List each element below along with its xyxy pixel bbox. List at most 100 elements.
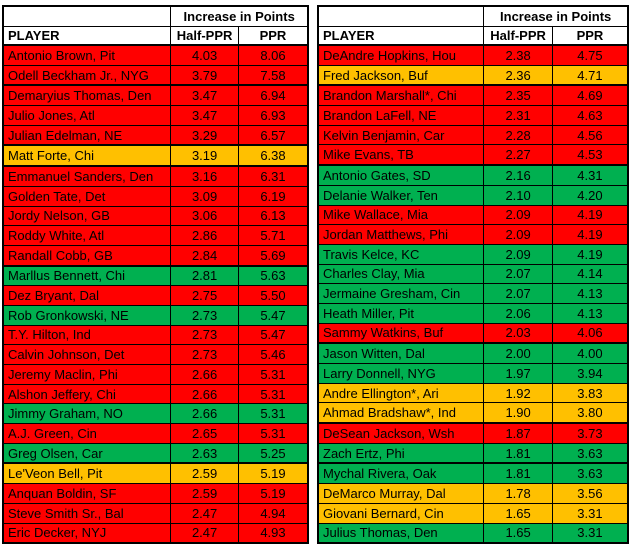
table-row: Steve Smith Sr., Bal 2.47 4.94 — [2, 502, 309, 524]
player-name-cell: Sammy Watkins, Buf — [317, 322, 485, 344]
half-ppr-value-cell: 2.47 — [170, 502, 239, 524]
half-ppr-value-cell: 2.28 — [483, 124, 553, 146]
ppr-value-cell: 4.94 — [237, 502, 309, 524]
player-name-cell: Fred Jackson, Buf — [317, 64, 485, 86]
ppr-value-cell: 5.31 — [237, 423, 309, 444]
table-row: Jason Witten, Dal 2.00 4.00 — [317, 342, 629, 365]
half-ppr-value-cell: 1.81 — [483, 462, 553, 485]
ppr-value-cell: 4.93 — [237, 522, 309, 544]
player-name-cell: Mychal Rivera, Oak — [317, 462, 485, 485]
half-ppr-value-cell: 2.09 — [483, 224, 553, 245]
table-row: Andre Ellington*, Ari 1.92 3.83 — [317, 382, 629, 404]
player-name-cell: DeMarco Murray, Dal — [317, 483, 485, 504]
table-row: Demaryius Thomas, Den 3.47 6.94 — [2, 84, 309, 107]
right-tier-table: Increase in Points PLAYER Half-PPR PPR D… — [317, 5, 629, 544]
player-name-cell: Emmanuel Sanders, Den — [2, 165, 172, 187]
table-row: Odell Beckham Jr., NYG 3.79 7.58 — [2, 64, 309, 86]
table-row: Rob Gronkowski, NE 2.73 5.47 — [2, 304, 309, 326]
half-ppr-value-cell: 2.65 — [170, 423, 239, 444]
half-ppr-value-cell: 3.47 — [170, 105, 239, 126]
player-name-cell: Jordy Nelson, GB — [2, 205, 172, 227]
player-name-cell: Demaryius Thomas, Den — [2, 84, 172, 107]
half-ppr-value-cell: 2.31 — [483, 105, 553, 126]
player-name-cell: Brandon LaFell, NE — [317, 105, 485, 126]
right-table-header: Increase in Points PLAYER Half-PPR PPR — [317, 5, 629, 46]
player-name-cell: Alshon Jeffery, Chi — [2, 383, 172, 405]
ppr-value-cell: 3.73 — [551, 422, 629, 444]
half-ppr-value-cell: 1.65 — [483, 502, 553, 524]
table-row: Antonio Gates, SD 2.16 4.31 — [317, 164, 629, 186]
half-ppr-value-cell: 2.66 — [170, 383, 239, 405]
table-row: Calvin Johnson, Det 2.73 5.46 — [2, 344, 309, 365]
player-name-cell: Zach Ertz, Phi — [317, 442, 485, 464]
table-row: Dez Bryant, Dal 2.75 5.50 — [2, 285, 309, 306]
half-ppr-value-cell: 1.90 — [483, 402, 553, 424]
table-row: Greg Olsen, Car 2.63 5.25 — [2, 442, 309, 464]
table-row: Giovani Bernard, Cin 1.65 3.31 — [317, 502, 629, 524]
left-table-header: Increase in Points PLAYER Half-PPR PPR — [2, 5, 309, 46]
player-name-cell: Matt Forte, Chi — [2, 144, 172, 167]
half-ppr-value-cell: 2.75 — [170, 285, 239, 306]
increase-in-points-header: Increase in Points — [170, 5, 309, 27]
ppr-value-cell: 6.31 — [237, 165, 309, 187]
player-name-cell: Jason Witten, Dal — [317, 342, 485, 365]
half-ppr-value-cell: 2.47 — [170, 522, 239, 544]
half-ppr-value-cell: 2.66 — [170, 364, 239, 385]
table-row: Sammy Watkins, Buf 2.03 4.06 — [317, 322, 629, 344]
half-ppr-value-cell: 2.59 — [170, 483, 239, 504]
player-name-cell: Antonio Brown, Pit — [2, 44, 172, 66]
table-row: Mike Wallace, Mia 2.09 4.19 — [317, 204, 629, 226]
table-row: Jordan Matthews, Phi 2.09 4.19 — [317, 224, 629, 245]
player-name-cell: Jimmy Graham, NO — [2, 403, 172, 425]
player-name-cell: Steve Smith Sr., Bal — [2, 502, 172, 524]
half-ppr-value-cell: 3.29 — [170, 124, 239, 146]
table-row: Brandon LaFell, NE 2.31 4.63 — [317, 105, 629, 126]
table-row: DeMarco Murray, Dal 1.78 3.56 — [317, 483, 629, 504]
half-ppr-value-cell: 2.73 — [170, 344, 239, 365]
table-row: Alshon Jeffery, Chi 2.66 5.31 — [2, 383, 309, 405]
half-ppr-value-cell: 2.09 — [483, 204, 553, 226]
ppr-value-cell: 3.31 — [551, 502, 629, 524]
ppr-value-cell: 4.20 — [551, 184, 629, 206]
ppr-value-cell: 5.46 — [237, 344, 309, 365]
table-row: Kelvin Benjamin, Car 2.28 4.56 — [317, 124, 629, 146]
player-name-cell: Greg Olsen, Car — [2, 442, 172, 464]
ppr-value-cell: 6.19 — [237, 185, 309, 207]
table-row: A.J. Green, Cin 2.65 5.31 — [2, 423, 309, 444]
table-row: Zach Ertz, Phi 1.81 3.63 — [317, 442, 629, 464]
half-ppr-value-cell: 2.81 — [170, 265, 239, 287]
ppr-value-cell: 5.25 — [237, 442, 309, 464]
ppr-value-cell: 5.31 — [237, 383, 309, 405]
table-row: Marllus Bennett, Chi 2.81 5.63 — [2, 265, 309, 287]
player-name-cell: Heath Miller, Pit — [317, 302, 485, 324]
half-ppr-value-cell: 1.92 — [483, 382, 553, 404]
player-name-cell: Julian Edelman, NE — [2, 124, 172, 146]
player-name-cell: Julio Jones, Atl — [2, 105, 172, 126]
table-row: T.Y. Hilton, Ind 2.73 5.47 — [2, 324, 309, 346]
ppr-value-cell: 6.38 — [237, 144, 309, 167]
left-table-body: Antonio Brown, Pit 4.03 8.06 Odell Beckham … — [2, 44, 309, 544]
player-name-cell: Delanie Walker, Ten — [317, 184, 485, 206]
ppr-value-cell: 4.13 — [551, 302, 629, 324]
half-ppr-value-cell: 3.16 — [170, 165, 239, 187]
half-ppr-value-cell: 3.09 — [170, 185, 239, 207]
table-row: Jermaine Gresham, Cin 2.07 4.13 — [317, 283, 629, 304]
player-name-cell: Jordan Matthews, Phi — [317, 224, 485, 245]
table-row: Eric Decker, NYJ 2.47 4.93 — [2, 522, 309, 544]
table-row: Jimmy Graham, NO 2.66 5.31 — [2, 403, 309, 425]
half-ppr-value-cell: 3.79 — [170, 64, 239, 86]
half-ppr-value-cell: 1.78 — [483, 483, 553, 504]
half-ppr-value-cell: 2.07 — [483, 263, 553, 285]
player-name-cell: Andre Ellington*, Ari — [317, 382, 485, 404]
left-tier-table: Increase in Points PLAYER Half-PPR PPR A… — [2, 5, 310, 544]
table-row: Jeremy Maclin, Phi 2.66 5.31 — [2, 364, 309, 385]
table-row: Mike Evans, TB 2.27 4.53 — [317, 144, 629, 166]
half-ppr-value-cell: 2.00 — [483, 342, 553, 365]
ppr-column-header: PPR — [237, 26, 309, 46]
ppr-value-cell: 4.19 — [551, 243, 629, 265]
table-row: Golden Tate, Det 3.09 6.19 — [2, 185, 309, 207]
table-row: Brandon Marshall*, Chi 2.35 4.69 — [317, 84, 629, 107]
ppr-value-cell: 3.94 — [551, 363, 629, 384]
player-name-cell: DeSean Jackson, Wsh — [317, 422, 485, 444]
